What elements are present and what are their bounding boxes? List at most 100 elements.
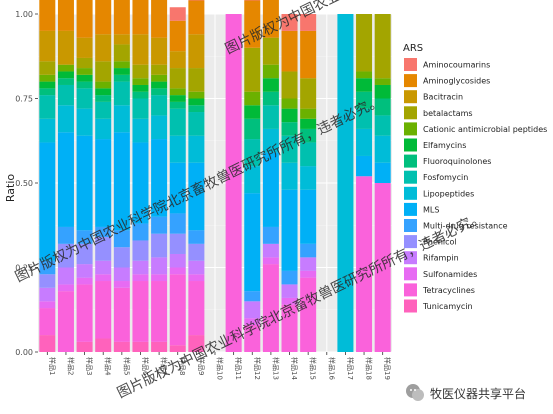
x-tick-label: 样品3: [85, 357, 94, 375]
bar-segment: [76, 81, 93, 89]
bar-segment: [57, 284, 74, 292]
bar-segment: [151, 281, 168, 342]
x-tick-label: 样品2: [66, 357, 75, 375]
bar-segment: [151, 74, 168, 82]
bar-segment: [244, 291, 261, 302]
bar-segment: [281, 71, 298, 99]
bar-segment: [169, 162, 186, 214]
bar-segment: [262, 128, 279, 153]
bar-segment: [281, 270, 298, 285]
bar-segment: [281, 162, 298, 190]
legend-label: Tunicamycin: [422, 302, 473, 311]
bar-segment: [281, 297, 298, 305]
bar-segment: [188, 281, 205, 336]
bar-segment: [244, 118, 261, 140]
x-tick-label: 样品10: [216, 357, 225, 380]
bar-segment: [39, 335, 56, 352]
bar-segment: [188, 68, 205, 92]
bar-segment: [39, 95, 56, 119]
bar-segment: [113, 105, 130, 133]
bar-segment: [169, 233, 186, 254]
x-tick-label: 样品17: [346, 357, 355, 380]
x-tick-label: 样品1: [48, 357, 57, 375]
bar-segment: [113, 44, 130, 62]
bar-segment: [169, 135, 186, 163]
bar-segment: [337, 14, 354, 352]
bar-segment: [76, 37, 93, 58]
x-tick-label: 样品12: [253, 357, 262, 380]
legend-label: Aminocoumarins: [423, 61, 490, 70]
x-tick-label: 样品15: [309, 357, 318, 380]
legend-label: MLS: [423, 205, 439, 214]
bar-segment: [76, 0, 93, 38]
bar-segment: [169, 51, 186, 69]
bar-segment: [244, 105, 261, 119]
bar-segment: [169, 267, 186, 275]
legend-swatch: [404, 219, 417, 232]
legend-label: Rifampin: [423, 254, 459, 263]
bar-segment: [244, 139, 261, 167]
bar-segment: [300, 270, 317, 278]
bar-segment: [169, 213, 186, 234]
bar-segment: [76, 74, 93, 82]
legend: ARS Aminocoumarins Aminoglycosides Bacitra…: [403, 43, 547, 313]
bar-segment: [188, 105, 205, 113]
bar-segment: [374, 98, 391, 116]
bar-segment: [281, 284, 298, 298]
y-tick-label: 0.00: [15, 348, 33, 357]
bar-segment: [262, 152, 279, 227]
bar-segment: [262, 37, 279, 65]
bar-segment: [188, 135, 205, 163]
x-tick-label: 样品14: [290, 357, 299, 380]
legend-swatch: [404, 74, 417, 88]
bar-segment: [76, 57, 93, 69]
bar-segment: [57, 243, 74, 268]
bar-segment: [374, 78, 391, 85]
x-tick-label: 样品18: [365, 357, 374, 380]
bar-segment: [76, 243, 93, 265]
x-axis: 样品1 样品2 样品3 样品4 样品5 样品6 样品7 样品8 样品9 样品10 样品11 样品12 样…: [46, 352, 392, 380]
legend-label: Bacitracin: [423, 93, 463, 102]
bar-segment: [356, 71, 373, 79]
bar-segment: [113, 132, 130, 231]
legend-swatch: [404, 251, 417, 265]
bar-segment: [169, 108, 186, 136]
bar-segment: [151, 115, 168, 140]
bar-segment: [188, 0, 205, 35]
bar-segment: [262, 64, 279, 79]
bar-segment: [39, 142, 56, 261]
x-tick-label: 样品13: [271, 357, 280, 380]
bar-segment: [95, 118, 112, 140]
bar-segment: [57, 30, 74, 65]
bar-segment: [95, 61, 112, 82]
bar-segment: [113, 81, 130, 106]
legend-swatch: [404, 186, 417, 200]
bar-segment: [113, 34, 130, 45]
bar-segment: [113, 281, 130, 288]
bar-segment: [132, 98, 149, 119]
bar-segment: [188, 260, 205, 275]
bar-segment: [76, 68, 93, 75]
bar-segment: [95, 237, 112, 261]
bar-segment: [225, 14, 242, 352]
bar-segment: [57, 267, 74, 285]
bar-segment: [281, 304, 298, 352]
bar-segment: [132, 91, 149, 99]
y-axis-label: Ratio: [4, 174, 17, 203]
legend-swatch: [404, 154, 417, 168]
bar-segment: [132, 260, 149, 275]
bar-segment: [132, 0, 149, 35]
x-tick-label: 样品4: [104, 357, 113, 376]
legend-label: Cationic antimicrobial peptides: [423, 125, 547, 134]
bar-segment: [244, 318, 261, 325]
bar-segment: [356, 78, 373, 92]
bar-segment: [188, 243, 205, 261]
bar-segment: [132, 281, 149, 342]
legend-swatch: [404, 202, 417, 216]
bar-segment: [113, 247, 130, 268]
bar-segment: [374, 14, 391, 79]
legend-label: Fluoroquinolones: [423, 157, 491, 166]
legend-label: Multi-drug resistance: [423, 222, 508, 231]
bar-segment: [151, 233, 168, 258]
legend-label: Sulfonamides: [423, 270, 477, 279]
